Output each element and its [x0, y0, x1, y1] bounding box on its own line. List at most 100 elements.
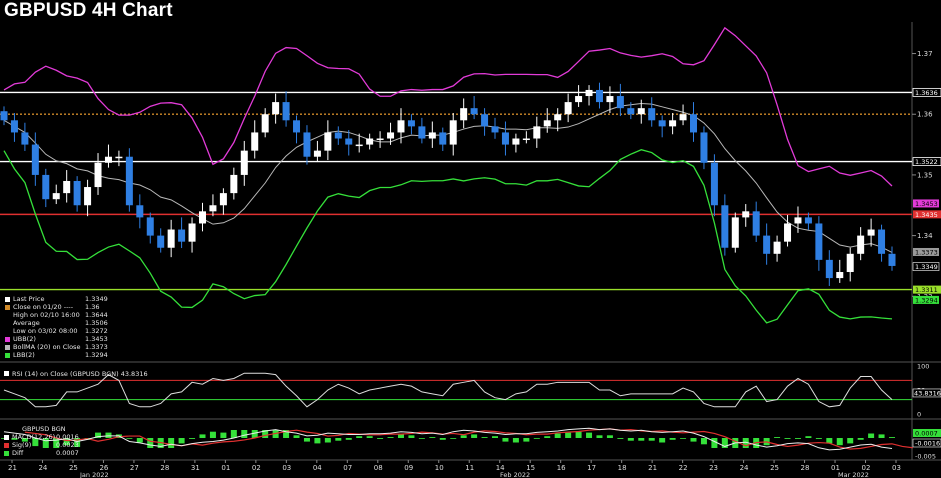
macd-histogram-bar — [189, 438, 196, 439]
macd-legend-swatch — [4, 450, 9, 456]
macd-histogram-bar — [408, 435, 415, 438]
macd-histogram-bar — [481, 437, 488, 438]
x-tick-label: 10 — [435, 464, 444, 472]
candle-body — [31, 144, 39, 175]
candle-body — [282, 102, 290, 121]
legend-item: Last Price 1.3349 — [5, 295, 111, 303]
x-month-label: Jan 2022 — [79, 471, 109, 478]
macd-histogram-bar — [335, 438, 342, 441]
legend-swatch — [5, 329, 10, 334]
candle-body — [428, 132, 436, 139]
macd-histogram-bar — [53, 438, 60, 448]
price-tag-label: 1.3349 — [915, 263, 938, 271]
legend-item: High on 02/10 16:00 1.3644 — [5, 311, 111, 319]
macd-histogram-bar — [168, 438, 175, 448]
candle-body — [418, 126, 426, 139]
macd-legend-item: Sig(9) 0.0023 — [4, 441, 84, 449]
candle-body — [878, 229, 886, 254]
rsi-legend: RSI (14) on Close (GBPUSD BGN) 43.8316 — [4, 370, 148, 378]
macd-histogram-bar — [805, 436, 812, 438]
macd-histogram-bar — [314, 438, 321, 444]
macd-histogram-bar — [397, 434, 404, 438]
hline-tag-label: 1.3522 — [915, 158, 938, 166]
candle-body — [261, 114, 269, 133]
candle-body — [763, 235, 771, 254]
macd-histogram-bar — [523, 438, 530, 442]
price-tag — [912, 262, 940, 271]
macd-histogram-bar — [251, 430, 258, 438]
macd-panel: 0.0007 -0.0016 -0.005 — [1, 427, 941, 461]
legend-label: LBB(2) — [13, 351, 35, 359]
macd-histogram-bar — [95, 432, 102, 438]
rsi-tick-label: 100 — [917, 363, 929, 371]
macd-tick-label: -0.005 — [915, 453, 936, 461]
candle-body — [460, 108, 468, 121]
x-tick-label: 25 — [69, 464, 78, 472]
legend-label: High on 02/10 16:00 — [13, 311, 80, 319]
legend-label: Low on 03/02 08:00 — [13, 327, 78, 335]
candle-body — [543, 120, 551, 127]
macd-tag — [913, 429, 941, 437]
candle-body — [366, 138, 374, 145]
macd-histogram-bar — [711, 438, 718, 448]
macd-histogram-bar — [617, 438, 624, 439]
macd-histogram-bar — [377, 438, 384, 439]
macd-histogram-bar — [586, 432, 593, 438]
x-tick-label: 16 — [557, 464, 566, 472]
price-tag — [913, 199, 939, 208]
legend-swatch — [5, 352, 10, 358]
candle-body — [63, 180, 71, 194]
macd-histogram-bar — [868, 433, 875, 438]
hline-tag-label: 1.3435 — [915, 211, 938, 219]
macd-histogram-bar — [345, 438, 352, 440]
x-tick-label: 21 — [648, 464, 657, 472]
macd-histogram-bar — [42, 438, 49, 448]
macd-line — [3, 427, 893, 451]
legend-value: 1.3453 — [85, 335, 108, 343]
candle-body — [731, 217, 739, 248]
candle-body — [115, 156, 123, 159]
macd-histogram-bar — [638, 438, 645, 441]
rsi-legend-swatch — [4, 371, 9, 376]
macd-histogram-bar — [669, 438, 676, 440]
macd-histogram-bar — [439, 438, 446, 440]
x-tick-label: 04 — [313, 464, 322, 472]
legend-swatch — [5, 296, 10, 302]
macd-legend-label: MACD(12,26) — [12, 433, 56, 441]
candle-body — [784, 223, 792, 242]
candle-body — [533, 126, 541, 139]
x-tick-label: 01 — [221, 464, 230, 472]
legend-swatch — [5, 304, 10, 310]
macd-histogram-bar — [387, 437, 394, 438]
hline-tag — [913, 285, 941, 294]
macd-histogram-bar — [815, 438, 822, 439]
legend-value: 1.3644 — [85, 311, 108, 319]
macd-histogram-bar — [721, 438, 728, 448]
macd-legend-item: Diff 0.0007 — [4, 449, 84, 457]
price-tag-label: 1.3453 — [915, 200, 938, 208]
x-tick-label: 26 — [99, 464, 108, 472]
candle-body — [491, 126, 499, 133]
candle-body — [125, 156, 133, 206]
macd-histogram-bar — [889, 437, 895, 438]
candle-body — [345, 138, 353, 145]
macd-histogram-bar — [293, 435, 300, 438]
candle-body — [742, 211, 750, 218]
hline-tag — [913, 210, 941, 219]
x-tick-label: 24 — [740, 464, 749, 472]
macd-histogram-bar — [471, 434, 478, 438]
macd-histogram-bar — [303, 438, 310, 442]
candle-body — [10, 120, 18, 133]
macd-histogram-bar — [627, 438, 634, 441]
macd-histogram-bar — [262, 430, 269, 438]
candle-body — [470, 108, 478, 115]
candle-body — [104, 156, 112, 163]
hline-tag — [912, 87, 941, 97]
candle-body — [84, 187, 92, 206]
macd-histogram-bar — [492, 436, 499, 438]
x-tick-label: 21 — [8, 464, 17, 472]
candle-body — [815, 223, 823, 260]
macd-histogram-bar — [512, 438, 519, 443]
rsi-tag — [912, 388, 941, 398]
legend-value: 1.36 — [85, 303, 100, 311]
